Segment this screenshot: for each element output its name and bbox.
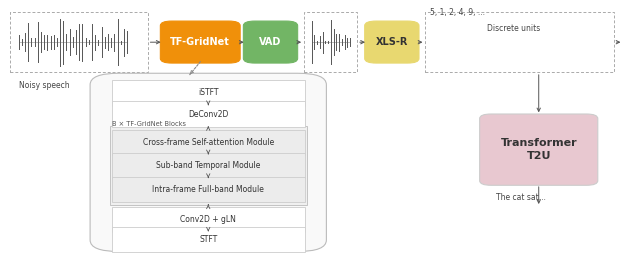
Text: Discrete units: Discrete units <box>487 24 540 33</box>
Text: The cat sat...: The cat sat... <box>495 193 545 202</box>
Text: Transformer
T2U: Transformer T2U <box>500 138 577 161</box>
FancyBboxPatch shape <box>479 114 598 185</box>
FancyBboxPatch shape <box>365 21 419 63</box>
FancyBboxPatch shape <box>161 21 240 63</box>
Text: B × TF-GridNet Blocks: B × TF-GridNet Blocks <box>111 121 186 127</box>
Bar <box>426 12 614 72</box>
FancyBboxPatch shape <box>111 177 305 202</box>
Text: XLS-R: XLS-R <box>376 37 408 47</box>
FancyBboxPatch shape <box>111 101 305 127</box>
Bar <box>304 12 357 72</box>
Text: TF-GridNet: TF-GridNet <box>170 37 230 47</box>
Text: Sub-band Temporal Module: Sub-band Temporal Module <box>156 161 260 170</box>
FancyBboxPatch shape <box>243 21 298 63</box>
FancyBboxPatch shape <box>90 73 326 251</box>
Text: DeConv2D: DeConv2D <box>188 110 228 119</box>
FancyBboxPatch shape <box>111 153 305 178</box>
Bar <box>10 12 148 72</box>
FancyBboxPatch shape <box>109 126 307 205</box>
Text: Cross-frame Self-attention Module: Cross-frame Self-attention Module <box>143 138 274 147</box>
FancyBboxPatch shape <box>111 80 305 105</box>
FancyBboxPatch shape <box>111 227 305 252</box>
FancyBboxPatch shape <box>111 207 305 232</box>
Text: iSTFT: iSTFT <box>198 89 218 98</box>
Text: 5, 1, 2, 4, 9, ...: 5, 1, 2, 4, 9, ... <box>430 8 485 17</box>
Text: STFT: STFT <box>199 235 218 244</box>
FancyBboxPatch shape <box>111 130 305 155</box>
Text: VAD: VAD <box>259 37 282 47</box>
Text: Conv2D + gLN: Conv2D + gLN <box>180 215 236 224</box>
Text: Noisy speech: Noisy speech <box>19 81 69 90</box>
Text: Intra-frame Full-band Module: Intra-frame Full-band Module <box>152 185 264 194</box>
